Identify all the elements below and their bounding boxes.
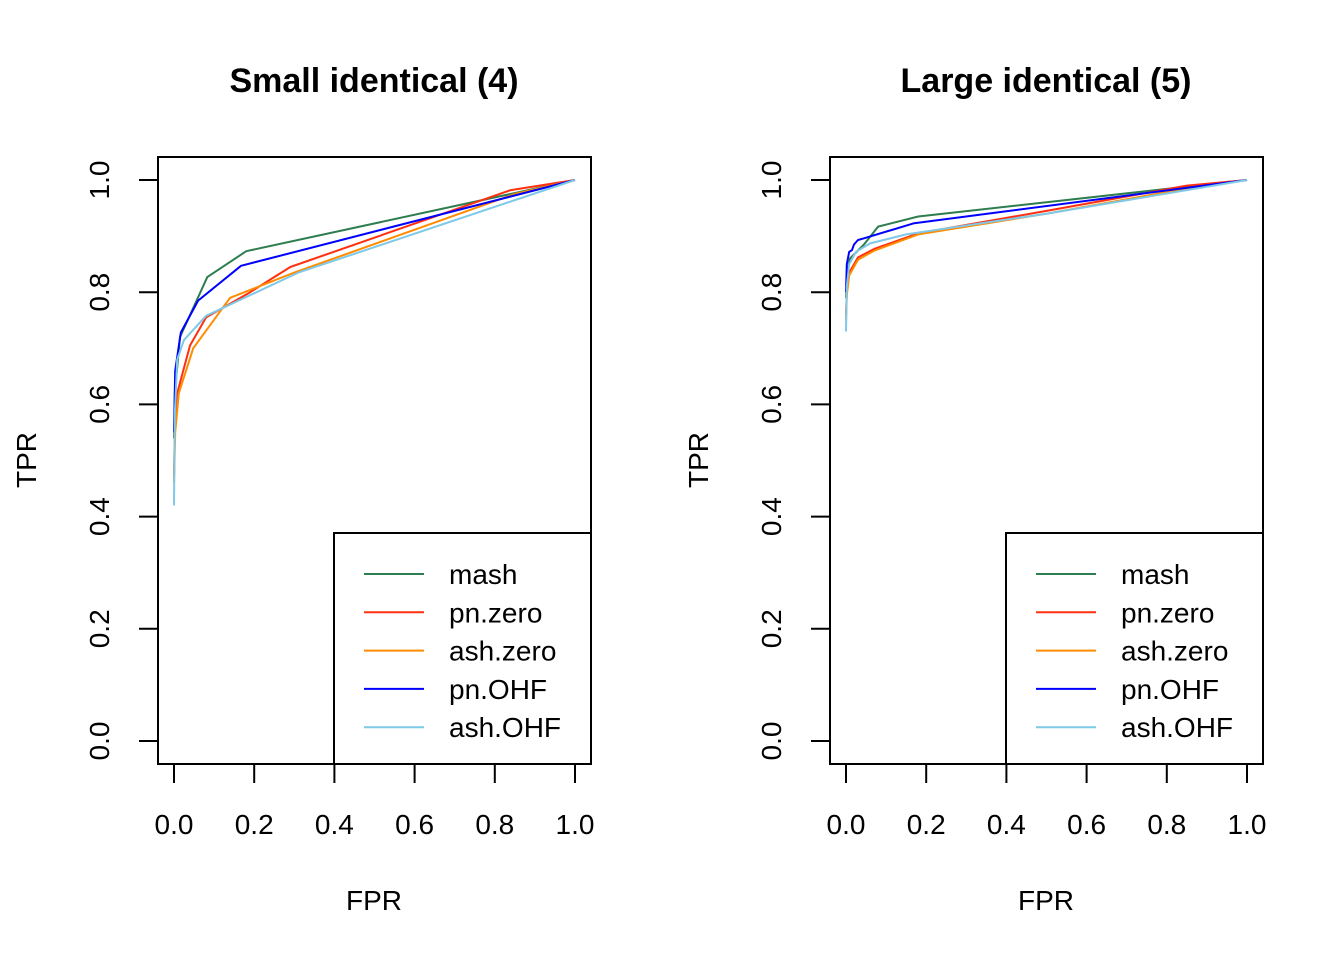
chart-title: Large identical (5) bbox=[901, 62, 1192, 100]
legend-item: ash.zero bbox=[1036, 636, 1228, 667]
x-tick-label: 0.2 bbox=[907, 809, 946, 840]
y-tick-label: 0.2 bbox=[756, 609, 787, 648]
chart-title: Small identical (4) bbox=[229, 62, 518, 100]
x-tick-label: 0.4 bbox=[987, 809, 1026, 840]
x-axis: 0.0 0.2 0.4 0.6 0.8 1.0 bbox=[155, 764, 595, 840]
x-tick-label: 1.0 bbox=[556, 809, 595, 840]
legend-label: pn.zero bbox=[1121, 597, 1214, 628]
legend-item: ash.OHF bbox=[1036, 712, 1233, 743]
legend-label: pn.zero bbox=[449, 597, 542, 628]
x-tick-label: 0.6 bbox=[395, 809, 434, 840]
legend-item: ash.OHF bbox=[364, 712, 561, 743]
series-lines bbox=[845, 179, 1248, 332]
legend-item: mash bbox=[1036, 559, 1189, 590]
x-tick-label: 0.6 bbox=[1067, 809, 1106, 840]
x-axis-label: FPR bbox=[346, 885, 402, 916]
legend-label: mash bbox=[1121, 559, 1189, 590]
y-axis-label: TPR bbox=[683, 432, 714, 488]
legend-item: pn.OHF bbox=[364, 674, 547, 705]
y-axis-label: TPR bbox=[11, 432, 42, 488]
legend-box bbox=[333, 532, 592, 765]
y-tick-label: 0.4 bbox=[756, 497, 787, 536]
legend-label: ash.OHF bbox=[449, 712, 561, 743]
x-axis-label: FPR bbox=[1018, 885, 1074, 916]
x-tick-label: 0.2 bbox=[235, 809, 274, 840]
y-axis: 0.0 0.2 0.4 0.6 0.8 1.0 bbox=[756, 161, 830, 761]
series-lines bbox=[173, 179, 576, 506]
series-line-pn-zero bbox=[845, 179, 1248, 315]
series-line-ash-ohf bbox=[173, 179, 576, 506]
y-tick-label: 1.0 bbox=[84, 161, 115, 200]
y-tick-label: 0.6 bbox=[756, 385, 787, 424]
legend-label: mash bbox=[449, 559, 517, 590]
legend: mash pn.zero ash.zero pn.OHF ash.OHF bbox=[333, 532, 592, 765]
y-tick-label: 0.8 bbox=[84, 273, 115, 312]
legend-item: ash.zero bbox=[364, 636, 556, 667]
y-tick-label: 0.8 bbox=[756, 273, 787, 312]
panel-large-identical: Large identical (5) FPR TPR 0.0 0.2 0.4 0.6… bbox=[683, 62, 1266, 916]
legend-label: ash.OHF bbox=[1121, 712, 1233, 743]
x-tick-label: 0.4 bbox=[315, 809, 354, 840]
legend-box bbox=[1005, 532, 1264, 765]
series-line-mash bbox=[173, 179, 576, 439]
y-tick-label: 0.6 bbox=[84, 385, 115, 424]
series-line-pn-ohf bbox=[845, 179, 1248, 293]
panel-small-identical: Small identical (4) FPR TPR 0.0 0.2 0.4 0.6… bbox=[11, 62, 594, 916]
y-tick-label: 0.0 bbox=[756, 722, 787, 761]
legend-item: mash bbox=[364, 559, 517, 590]
y-tick-label: 0.0 bbox=[84, 722, 115, 761]
y-axis: 0.0 0.2 0.4 0.6 0.8 1.0 bbox=[84, 161, 158, 761]
legend: mash pn.zero ash.zero pn.OHF ash.OHF bbox=[1005, 532, 1264, 765]
series-line-pn-zero bbox=[173, 179, 576, 478]
x-tick-label: 0.8 bbox=[475, 809, 514, 840]
legend-item: pn.zero bbox=[364, 597, 542, 628]
legend-label: pn.OHF bbox=[449, 674, 547, 705]
x-tick-label: 0.8 bbox=[1147, 809, 1186, 840]
legend-label: ash.zero bbox=[449, 636, 556, 667]
legend-label: ash.zero bbox=[1121, 636, 1228, 667]
series-line-ash-ohf bbox=[845, 179, 1248, 332]
legend-label: pn.OHF bbox=[1121, 674, 1219, 705]
legend-item: pn.zero bbox=[1036, 597, 1214, 628]
series-line-ash-zero bbox=[173, 179, 576, 483]
x-tick-label: 0.0 bbox=[155, 809, 194, 840]
y-tick-label: 1.0 bbox=[756, 161, 787, 200]
series-line-ash-zero bbox=[845, 179, 1248, 321]
legend-item: pn.OHF bbox=[1036, 674, 1219, 705]
y-tick-label: 0.2 bbox=[84, 609, 115, 648]
x-tick-label: 0.0 bbox=[827, 809, 866, 840]
series-line-pn-ohf bbox=[173, 179, 576, 433]
y-tick-label: 0.4 bbox=[84, 497, 115, 536]
x-axis: 0.0 0.2 0.4 0.6 0.8 1.0 bbox=[827, 764, 1267, 840]
x-tick-label: 1.0 bbox=[1228, 809, 1267, 840]
